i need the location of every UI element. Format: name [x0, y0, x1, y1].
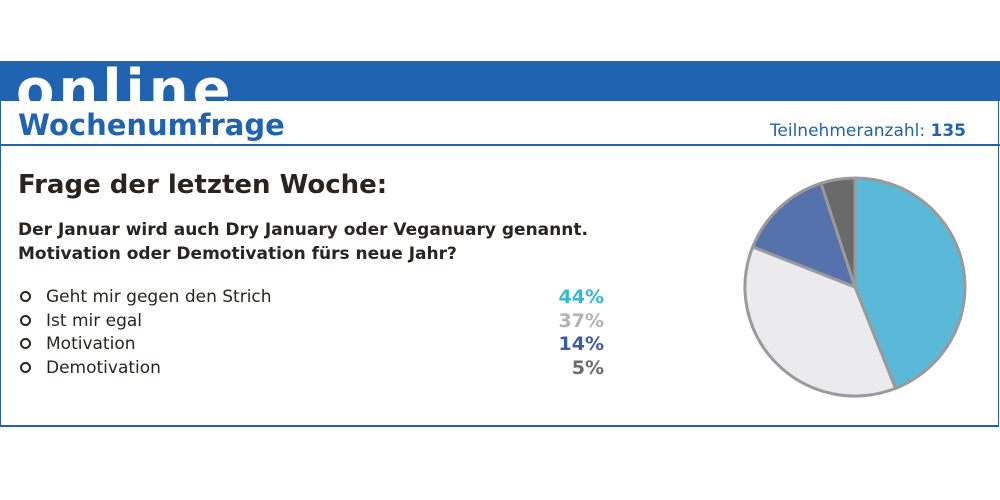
radio-circle-icon: [20, 291, 31, 302]
title-divider: [0, 144, 1000, 146]
question-line-2: Motivation oder Demotivation fürs neue J…: [18, 244, 457, 264]
survey-title: Wochenumfrage: [18, 108, 285, 142]
question-text: Der Januar wird auch Dry January oder Ve…: [18, 218, 638, 266]
answer-percent: 5%: [571, 356, 604, 379]
answer-list: Geht mir gegen den Strich 44% Ist mir eg…: [18, 286, 608, 380]
answer-label: Ist mir egal: [46, 310, 143, 331]
answer-item: Demotivation 5%: [18, 357, 608, 381]
question-heading: Frage der letzten Woche:: [18, 170, 388, 200]
online-banner: online: [0, 61, 1000, 101]
pie-chart: [743, 176, 967, 398]
participant-count-label: Teilnehmeranzahl:: [769, 121, 926, 141]
survey-frame: [0, 101, 999, 427]
answer-label: Geht mir gegen den Strich: [46, 287, 272, 307]
pie-slice: [743, 245, 897, 398]
answer-item: Ist mir egal 37%: [18, 310, 608, 334]
answer-percent: 37%: [558, 309, 604, 332]
pie-slice: [819, 176, 857, 289]
answer-item: Motivation 14%: [18, 333, 608, 357]
answer-label: Demotivation: [46, 357, 161, 378]
question-line-1: Der Januar wird auch Dry January oder Ve…: [18, 220, 588, 240]
radio-circle-icon: [20, 338, 31, 349]
online-banner-word: online: [16, 61, 235, 102]
answer-label: Motivation: [46, 334, 136, 354]
answer-percent: 44%: [558, 286, 604, 308]
pie-slice: [853, 176, 967, 390]
participant-count: Teilnehmeranzahl: 135: [770, 120, 966, 142]
answer-item: Geht mir gegen den Strich 44%: [18, 286, 608, 310]
answer-percent: 14%: [558, 333, 604, 355]
participant-count-value: 135: [930, 121, 967, 141]
radio-circle-icon: [20, 314, 31, 326]
radio-circle-icon: [20, 361, 31, 373]
